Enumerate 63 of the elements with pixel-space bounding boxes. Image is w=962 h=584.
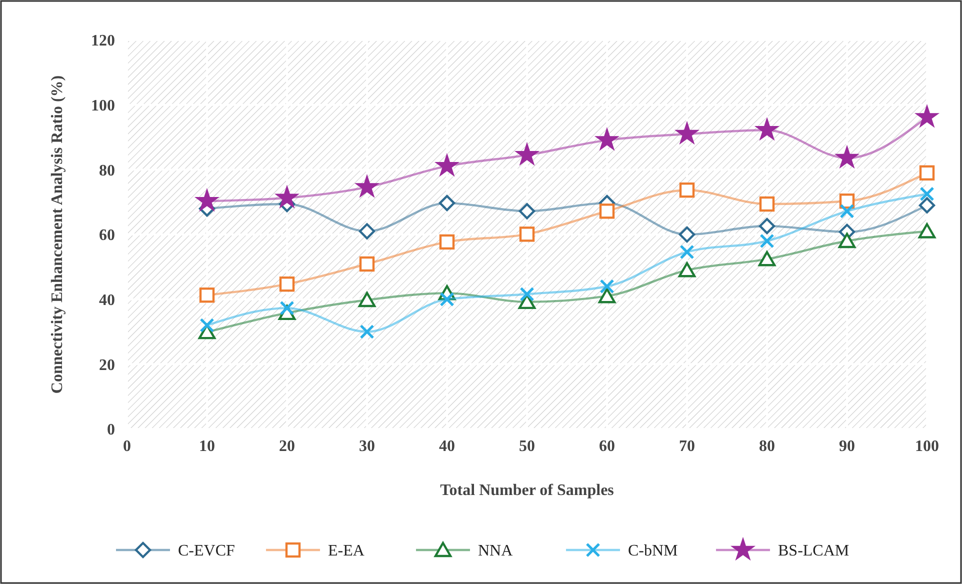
y-tick-label: 80 <box>99 162 115 180</box>
point <box>358 223 376 240</box>
point <box>596 128 618 150</box>
y-tick-label: 60 <box>99 227 115 244</box>
legend-label: C-bNM <box>628 542 678 560</box>
point <box>516 143 538 165</box>
point <box>356 175 378 198</box>
point <box>358 292 376 308</box>
y-tick-label: 40 <box>99 292 115 309</box>
y-tick-label: 0 <box>107 422 115 439</box>
point <box>520 286 534 302</box>
point <box>919 165 935 181</box>
x-axis-title: Total Number of Samples <box>440 482 614 499</box>
point <box>359 256 375 272</box>
point <box>840 204 854 218</box>
point <box>598 288 616 304</box>
point <box>360 324 374 340</box>
y-tick-label: 120 <box>91 32 115 50</box>
point <box>276 186 298 208</box>
x-tick-label: 80 <box>759 438 775 455</box>
y-tick-label: 100 <box>91 97 115 114</box>
point <box>918 197 936 214</box>
point <box>756 118 778 140</box>
point <box>758 218 776 234</box>
point <box>600 279 614 294</box>
point <box>758 251 776 266</box>
y-tick-label: 20 <box>99 356 115 374</box>
legend-label: NNA <box>478 542 514 560</box>
point <box>676 122 698 144</box>
point <box>680 244 694 260</box>
x-tick-label: 100 <box>915 438 939 455</box>
point <box>679 182 695 198</box>
point <box>439 234 455 250</box>
x-tick-label: 70 <box>679 438 695 455</box>
x-tick-label: 40 <box>439 438 455 455</box>
point <box>279 276 295 292</box>
point <box>199 288 215 303</box>
legend-label: C-EVCF <box>178 542 235 560</box>
y-axis-title: Connectivity Enhancement Analysis Ratio (%) <box>49 75 66 394</box>
legend-label: E-EA <box>328 542 365 560</box>
point <box>196 189 218 211</box>
point <box>760 234 774 248</box>
point <box>920 186 934 202</box>
point <box>678 226 696 243</box>
point <box>519 226 535 242</box>
point <box>916 105 938 128</box>
point <box>918 223 936 238</box>
point <box>759 196 775 212</box>
x-tick-label: 50 <box>519 438 535 455</box>
point <box>438 194 456 212</box>
x-tick-label: 20 <box>279 438 295 455</box>
x-tick-label: 0 <box>123 438 131 455</box>
point <box>436 154 458 176</box>
x-tick-label: 30 <box>359 438 375 455</box>
point <box>678 262 696 278</box>
x-tick-label: 10 <box>199 438 215 455</box>
point <box>599 204 615 219</box>
x-tick-label: 60 <box>599 438 615 455</box>
legend-label: BS-LCAM <box>778 542 850 560</box>
point <box>518 203 536 220</box>
point <box>838 232 856 248</box>
point <box>836 146 858 168</box>
x-tick-label: 90 <box>839 438 855 455</box>
